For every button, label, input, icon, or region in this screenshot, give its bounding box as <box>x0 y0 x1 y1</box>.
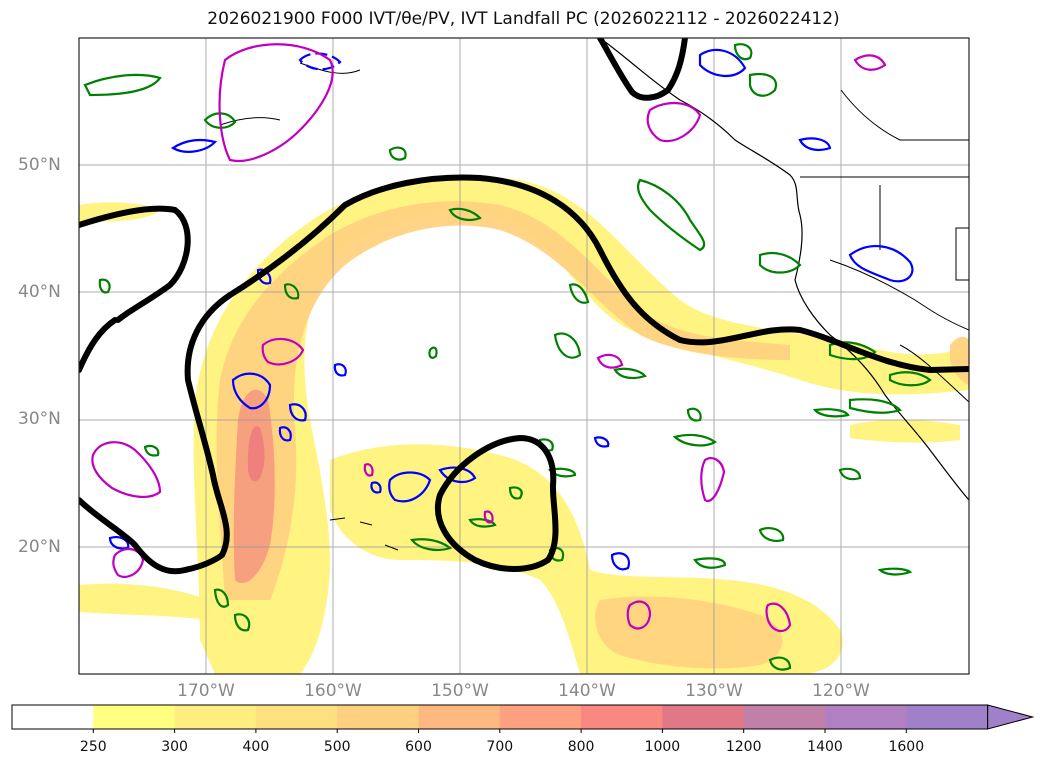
colorbar-tick-label: 700 <box>486 739 514 755</box>
theta-e-contours <box>79 38 969 575</box>
theta-e-north-arc <box>597 38 688 101</box>
ivt-band-south <box>79 583 210 620</box>
ivt-peak <box>247 426 265 482</box>
theta-e-east-loop <box>434 434 559 572</box>
pv-green-contours <box>83 43 932 671</box>
map-plot-area <box>79 38 969 674</box>
colorbar-segment <box>581 705 663 729</box>
lon-label-170w: 170°W <box>177 681 235 701</box>
colorbar-tick-label: 250 <box>79 739 107 755</box>
ivt-east-edge <box>950 336 969 385</box>
graticule <box>79 38 969 674</box>
colorbar-extend-arrow <box>987 704 1035 730</box>
ivt-band-arc-inner <box>216 201 791 600</box>
colorbar <box>11 704 1035 733</box>
map-title: 2026021900 F000 IVT/θe/PV, IVT Landfall … <box>207 9 840 29</box>
colorbar-segment <box>825 705 907 729</box>
lat-label-40n: 40°N <box>18 282 61 302</box>
theta-e-big-arc <box>79 174 969 558</box>
colorbar-tick-label: 600 <box>405 739 432 755</box>
lon-label-160w: 160°W <box>304 681 362 701</box>
ivt-shading <box>79 176 969 674</box>
colorbar-tick-label: 1400 <box>807 739 843 755</box>
colorbar-tick-label: 1000 <box>644 739 681 755</box>
lat-label-30n: 30°N <box>18 409 61 429</box>
ivt-core <box>233 389 275 584</box>
lon-label-120w: 120°W <box>812 681 870 701</box>
colorbar-segment <box>499 705 582 729</box>
lat-label-20n: 20°N <box>18 537 61 557</box>
colorbar-segment <box>255 705 338 729</box>
lon-label-140w: 140°W <box>558 681 616 701</box>
map-frame <box>78 37 970 675</box>
colorbar-tick-label: 500 <box>323 739 351 755</box>
colorbar-tick-label: 1200 <box>725 739 762 755</box>
colorbar-tick-label: 1600 <box>888 739 925 755</box>
ivt-coast-patch <box>850 419 960 443</box>
colorbar-segment <box>12 705 94 729</box>
ivt-band-south-east-inner <box>595 596 783 669</box>
colorbar-segment <box>418 705 501 729</box>
colorbar-segment <box>743 705 826 729</box>
theta-e-sw-loop <box>79 497 225 575</box>
lat-label-50n: 50°N <box>18 155 61 175</box>
lon-label-130w: 130°W <box>685 681 743 701</box>
colorbar-tick-label: 300 <box>161 739 188 755</box>
colorbar-segment <box>93 705 176 729</box>
colorbar-segment <box>906 705 989 729</box>
lon-label-150w: 150°W <box>431 681 489 701</box>
pv-magenta-contours <box>91 43 887 633</box>
colorbar-segment <box>662 705 745 729</box>
colorbar-tick-label: 400 <box>242 739 270 755</box>
colorbar-segment <box>337 705 419 729</box>
colorbar-segment <box>174 705 257 729</box>
colorbar-tick-label: 800 <box>567 739 595 755</box>
